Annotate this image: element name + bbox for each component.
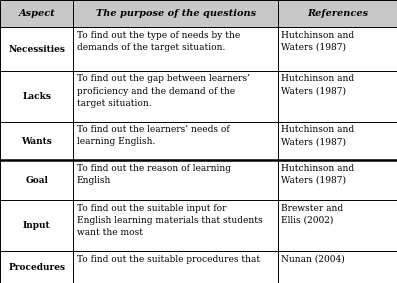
Text: Hutchinson and
Waters (1987): Hutchinson and Waters (1987) — [281, 31, 354, 52]
Text: Aspect: Aspect — [18, 9, 55, 18]
Text: Goal: Goal — [25, 176, 48, 185]
Text: Input: Input — [23, 221, 50, 230]
Text: To find out the reason of learning
English: To find out the reason of learning Engli… — [77, 164, 231, 185]
Text: Lacks: Lacks — [22, 92, 51, 101]
Text: To find out the learners’ needs of
learning English.: To find out the learners’ needs of learn… — [77, 125, 229, 147]
Bar — [0, 27, 397, 71]
Bar — [0, 251, 397, 283]
Text: Brewster and
Ellis (2002): Brewster and Ellis (2002) — [281, 203, 343, 225]
Text: Hutchinson and
Waters (1987): Hutchinson and Waters (1987) — [281, 74, 354, 96]
Bar — [0, 200, 397, 251]
Text: Necessities: Necessities — [8, 45, 65, 54]
Text: Procedures: Procedures — [8, 263, 65, 272]
Text: The purpose of the questions: The purpose of the questions — [96, 9, 256, 18]
Text: Hutchinson and
Waters (1987): Hutchinson and Waters (1987) — [281, 164, 354, 185]
Bar — [0, 122, 397, 160]
Text: To find out the type of needs by the
demands of the target situation.: To find out the type of needs by the dem… — [77, 31, 240, 52]
Text: Hutchinson and
Waters (1987): Hutchinson and Waters (1987) — [281, 125, 354, 147]
Bar — [0, 0, 397, 27]
Bar — [0, 160, 397, 200]
Text: To find out the gap between learners’
proficiency and the demand of the
target s: To find out the gap between learners’ pr… — [77, 74, 250, 108]
Text: References: References — [307, 9, 368, 18]
Text: To find out the suitable procedures that: To find out the suitable procedures that — [77, 254, 260, 263]
Text: To find out the suitable input for
English learning materials that students
want: To find out the suitable input for Engli… — [77, 203, 262, 237]
Text: Nunan (2004): Nunan (2004) — [281, 254, 345, 263]
Text: Wants: Wants — [21, 136, 52, 145]
Bar — [0, 71, 397, 122]
